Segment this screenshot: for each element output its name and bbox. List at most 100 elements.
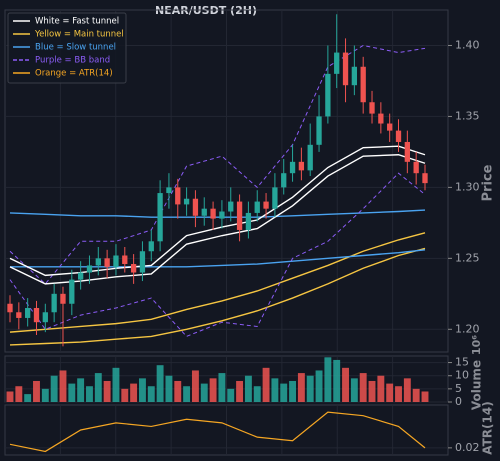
- volume-bar: [315, 370, 323, 402]
- y-tick-label: 1.25: [455, 251, 480, 264]
- candle-body: [42, 312, 48, 323]
- volume-bar: [227, 388, 235, 402]
- candle-body: [316, 116, 322, 145]
- candle-body: [157, 193, 163, 242]
- candle-body: [395, 130, 402, 142]
- atr-axis-label: ATR(14): [481, 401, 495, 454]
- volume-bar: [94, 373, 102, 402]
- candle-body: [272, 187, 278, 209]
- candle-body: [60, 293, 66, 304]
- candle-body: [33, 308, 40, 323]
- volume-bar: [368, 380, 376, 402]
- volume-bar: [236, 380, 244, 402]
- legend-box: [7, 12, 127, 84]
- candle-body: [148, 241, 154, 252]
- volume-bar: [41, 388, 49, 402]
- volume-bar: [165, 375, 173, 402]
- candle-body: [351, 66, 358, 86]
- candle-body: [387, 123, 393, 131]
- volume-bar: [386, 383, 394, 402]
- volume-bar: [412, 388, 420, 402]
- volume-bar: [191, 370, 199, 402]
- candle-body: [422, 173, 428, 184]
- legend-label: Orange = ATR(14): [35, 69, 113, 79]
- volume-bar: [138, 378, 146, 402]
- candle-body: [166, 187, 172, 194]
- candle-body: [289, 161, 296, 174]
- candle-body: [219, 211, 225, 219]
- overlay-line: [9, 232, 426, 333]
- overlay-line: [9, 44, 426, 285]
- volume-bar: [324, 357, 332, 402]
- candle-body: [404, 141, 410, 162]
- candle-body: [334, 52, 340, 74]
- candle-body: [210, 208, 216, 219]
- candle-body: [183, 198, 190, 205]
- candle-body: [175, 187, 181, 205]
- volume-bar: [342, 367, 349, 402]
- volume-bar: [174, 380, 182, 402]
- candle-body: [342, 52, 349, 86]
- candle-body: [201, 208, 207, 216]
- volume-bar: [377, 375, 385, 402]
- legend-label: Yellow = Main tunnel: [34, 30, 124, 40]
- volume-bar: [289, 380, 297, 402]
- volume-bar: [253, 386, 261, 402]
- candle-body: [228, 201, 234, 212]
- candle-body: [325, 73, 331, 117]
- y-tick-label: 5: [455, 382, 462, 395]
- y-tick-label: 0: [455, 395, 462, 408]
- candle-body: [413, 161, 419, 174]
- volume-bar: [403, 378, 411, 402]
- volume-bar: [280, 383, 288, 402]
- candle-body: [122, 255, 128, 265]
- y-tick-label: 1.35: [455, 109, 480, 122]
- candle-body: [95, 258, 101, 266]
- volume-bar: [350, 378, 358, 402]
- volume-bar: [306, 375, 314, 402]
- candle-body: [378, 113, 384, 124]
- volume-bar: [395, 386, 402, 402]
- candle-body: [130, 264, 137, 273]
- volume-bar: [200, 383, 208, 402]
- candle-body: [263, 201, 269, 209]
- legend-label: Purple = BB band: [35, 56, 110, 66]
- candle-body: [69, 279, 75, 304]
- y-tick-label: 0.02: [455, 441, 480, 454]
- volume-bar: [77, 378, 85, 402]
- volume-bar: [183, 386, 191, 402]
- volume-bar: [297, 373, 305, 402]
- y-tick-label: 1.30: [455, 180, 480, 193]
- volume-axis-label: Volume: [470, 360, 484, 410]
- volume-bar: [271, 378, 279, 402]
- candle-body: [86, 265, 93, 273]
- candle-body: [360, 66, 366, 103]
- volume-bar: [121, 388, 129, 402]
- volume-bar: [86, 386, 93, 402]
- candle-body: [7, 303, 13, 313]
- y-axis-label: Price: [481, 164, 496, 201]
- y-tick-label: 1.20: [455, 322, 480, 335]
- candle-body: [192, 198, 199, 216]
- candle-body: [281, 173, 287, 188]
- volume-bar: [218, 373, 226, 402]
- volume-bar: [244, 375, 252, 402]
- volume-bar: [359, 373, 367, 402]
- volume-exponent: 10⁶: [470, 335, 483, 355]
- overlay-line: [9, 247, 426, 346]
- candle-body: [16, 312, 22, 318]
- volume-bar: [15, 386, 23, 402]
- atr-line: [9, 411, 426, 453]
- candle-body: [113, 255, 119, 267]
- overlay-line: [9, 172, 426, 337]
- legend: White = Fast tunnel Yellow = Main tunnel B…: [7, 12, 127, 84]
- volume-bar: [130, 383, 138, 402]
- y-tick-label: 1.40: [455, 38, 480, 51]
- volume-bar: [262, 367, 270, 402]
- volume-bar: [59, 370, 67, 402]
- candle-body: [307, 144, 313, 171]
- candle-body: [51, 293, 57, 313]
- volume-bar: [68, 383, 76, 402]
